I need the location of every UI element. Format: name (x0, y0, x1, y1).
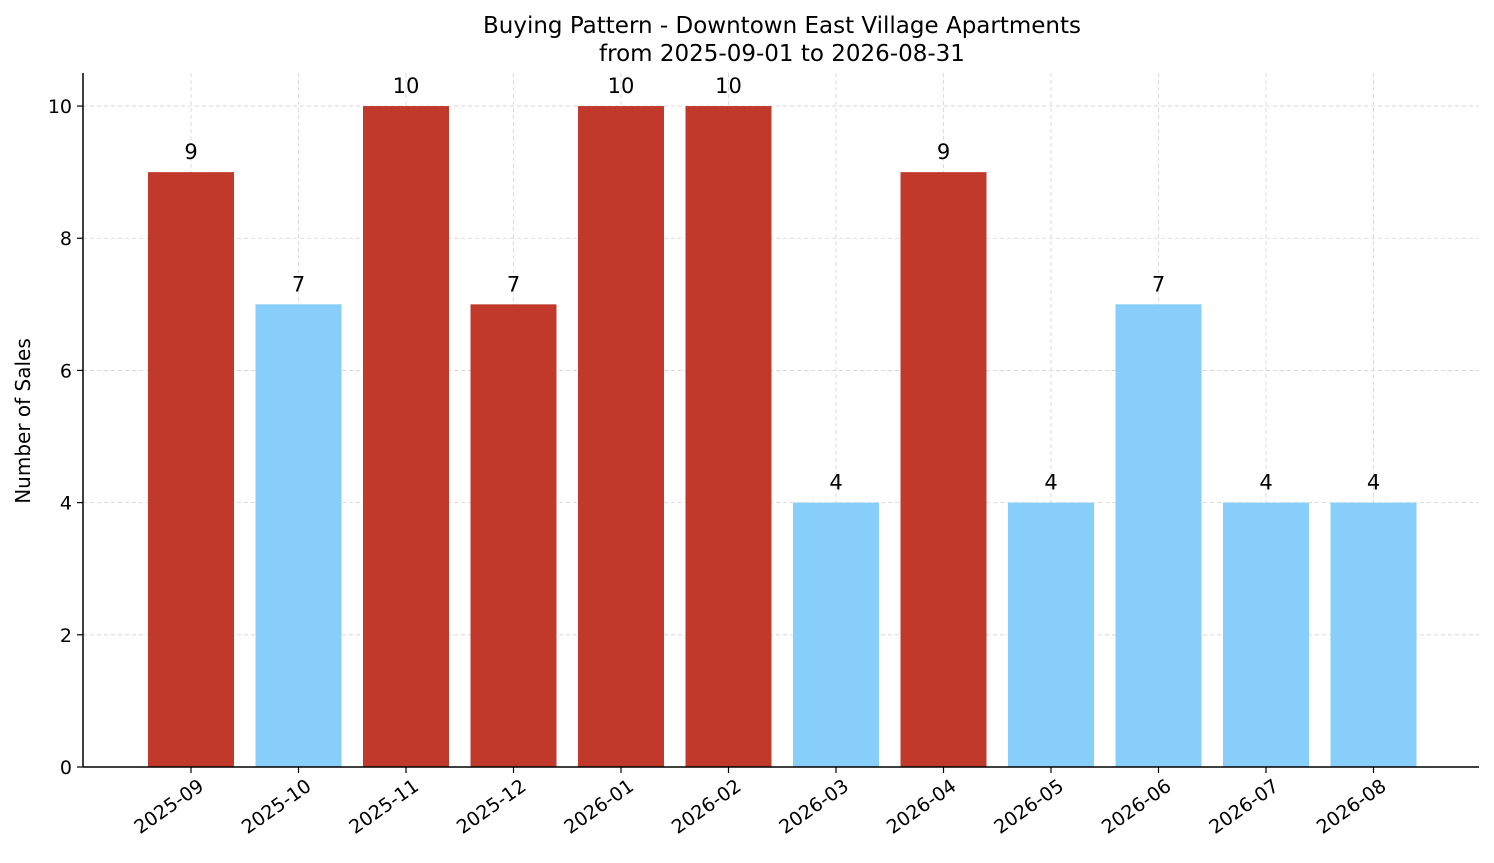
y-tick-label: 0 (60, 757, 72, 779)
x-tick-label: 2025-10 (238, 775, 316, 839)
y-tick-label: 4 (60, 493, 72, 515)
x-tick-label: 2026-08 (1313, 775, 1391, 839)
bar-value-label: 9 (184, 140, 197, 164)
bar (1330, 502, 1417, 767)
y-tick-label: 2 (60, 625, 72, 647)
bar-value-label: 7 (507, 272, 520, 296)
bar (470, 304, 557, 767)
bar (578, 106, 664, 768)
x-tick-label: 2025-09 (130, 775, 208, 839)
bar (255, 304, 342, 767)
bar (1008, 502, 1094, 767)
bar-value-label: 10 (608, 74, 635, 98)
bar-value-label: 4 (1044, 471, 1057, 495)
bar (1115, 304, 1202, 767)
x-tick-label: 2026-06 (1098, 775, 1176, 839)
bar-value-labels: 9 7 10 7 10 10 4 9 4 7 4 4 (184, 74, 1380, 495)
bar-value-label: 10 (715, 74, 742, 98)
bar (1223, 502, 1309, 767)
bar-value-label: 4 (829, 471, 842, 495)
x-tick-label: 2025-11 (345, 775, 423, 839)
x-tick-label: 2025-12 (453, 775, 531, 839)
x-ticks: 2025-09 2025-10 2025-11 2025-12 2026-01 2026-… (130, 767, 1390, 839)
bar (793, 502, 879, 767)
bar-value-label: 7 (1152, 272, 1165, 296)
x-tick-label: 2026-01 (560, 775, 638, 839)
chart-title-line-2: from 2025-09-01 to 2026-08-31 (599, 41, 965, 67)
bar-value-label: 9 (937, 140, 950, 164)
axes (82, 73, 1479, 768)
y-tick-label: 6 (60, 360, 72, 382)
x-tick-label: 2026-07 (1205, 775, 1283, 839)
bar (148, 172, 234, 768)
x-tick-label: 2026-04 (883, 775, 961, 839)
y-tick-label: 10 (48, 96, 72, 118)
x-tick-label: 2026-02 (668, 775, 746, 839)
x-tick-label: 2026-03 (775, 775, 853, 839)
y-axis-label: Number of Sales (11, 338, 35, 504)
bars (148, 106, 1417, 768)
bar-value-label: 7 (292, 272, 305, 296)
bar-value-label: 10 (393, 74, 420, 98)
bar (685, 106, 772, 768)
bar (363, 106, 449, 768)
bar (900, 172, 987, 768)
x-tick-label: 2026-05 (990, 775, 1068, 839)
y-tick-label: 8 (60, 228, 72, 250)
y-ticks: 0 2 4 6 8 10 (48, 96, 83, 779)
bar-value-label: 4 (1259, 471, 1272, 495)
bar-value-label: 4 (1367, 471, 1380, 495)
chart-title-line-1: Buying Pattern - Downtown East Village A… (483, 13, 1081, 39)
